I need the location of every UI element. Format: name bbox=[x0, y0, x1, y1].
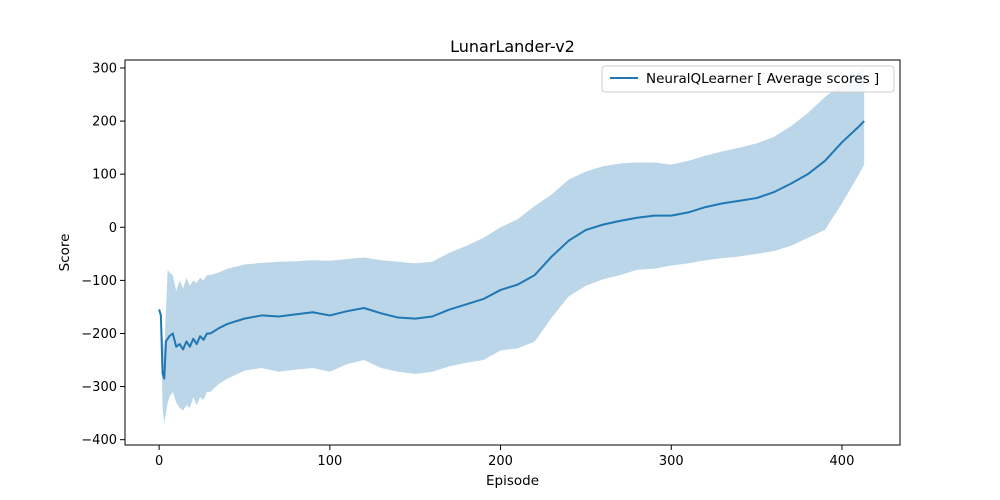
y-tick-label: 100 bbox=[92, 168, 117, 183]
legend-box bbox=[601, 65, 895, 93]
y-tick-label: 200 bbox=[92, 115, 117, 130]
y-tick-label: 0 bbox=[109, 221, 117, 236]
axis-ticks: 0 100 200 300 400 −400 −300 −200 −100 0 100 200 300 bbox=[81, 61, 854, 469]
y-tick-label: −300 bbox=[81, 380, 117, 395]
legend-entry-label: NeuralQLearner [ Average scores ] bbox=[646, 71, 879, 87]
y-tick-label: −100 bbox=[81, 274, 117, 289]
series-confidence-band bbox=[159, 67, 865, 424]
x-tick-label: 100 bbox=[317, 454, 342, 469]
chart-title: LunarLander-v2 bbox=[450, 37, 575, 56]
axes-frame bbox=[124, 59, 901, 446]
x-tick-label: 0 bbox=[155, 454, 163, 469]
x-axis-label: Episode bbox=[486, 473, 539, 489]
y-tick-label: −200 bbox=[81, 327, 117, 342]
y-axis-label: Score bbox=[57, 234, 73, 272]
series-line-average-scores bbox=[158, 120, 865, 380]
plot-area bbox=[158, 67, 865, 424]
x-tick-label: 300 bbox=[659, 454, 684, 469]
legend: NeuralQLearner [ Average scores ] bbox=[601, 65, 895, 93]
y-tick-label: 300 bbox=[92, 61, 117, 76]
y-tick-label: −400 bbox=[81, 433, 117, 448]
x-tick-label: 400 bbox=[830, 454, 855, 469]
x-tick-label: 200 bbox=[488, 454, 513, 469]
